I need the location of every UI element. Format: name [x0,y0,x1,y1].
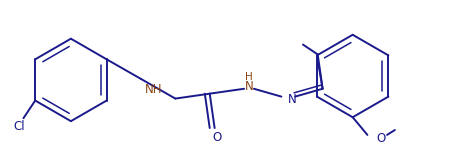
Text: NH: NH [145,83,162,96]
Text: H: H [245,72,253,82]
Text: N: N [288,93,296,106]
Text: O: O [212,131,221,144]
Text: Cl: Cl [14,120,25,133]
Text: O: O [376,132,385,145]
Text: N: N [244,80,253,93]
